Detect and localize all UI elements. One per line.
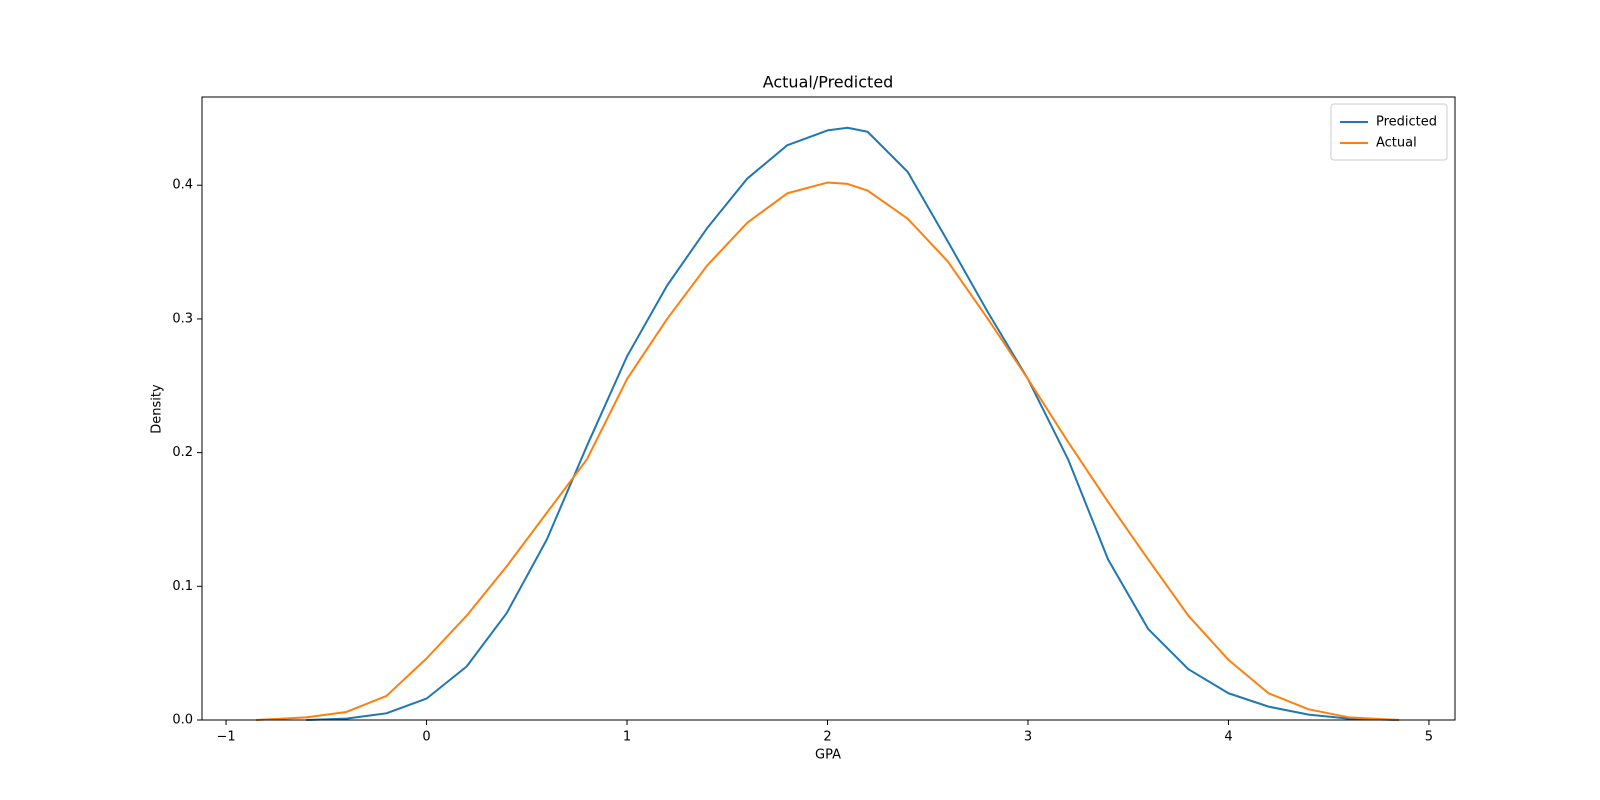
x-axis-label: GPA — [815, 748, 841, 763]
x-tick-label: −1 — [216, 730, 235, 745]
legend-box — [1330, 103, 1448, 161]
x-tick-label: 2 — [823, 730, 831, 745]
y-axis-label: Density — [150, 384, 165, 434]
x-tick-label: 4 — [1224, 730, 1232, 745]
chart-title: Actual/Predicted — [763, 73, 894, 92]
legend-label: Predicted — [1376, 115, 1437, 130]
y-tick-label: 0.0 — [172, 713, 193, 728]
y-tick-label: 0.4 — [172, 178, 193, 193]
plot-frame — [201, 96, 1456, 721]
x-tick-label: 1 — [623, 730, 631, 745]
legend-label: Actual — [1376, 136, 1417, 151]
line-series — [256, 181, 1399, 721]
x-tick-label: 0 — [422, 730, 430, 745]
x-tick-label: 5 — [1425, 730, 1433, 745]
y-tick-label: 0.3 — [172, 311, 193, 326]
y-tick-label: 0.2 — [172, 445, 193, 460]
y-tick-label: 0.1 — [172, 579, 193, 594]
x-tick-label: 3 — [1024, 730, 1032, 745]
line-series — [306, 126, 1399, 721]
